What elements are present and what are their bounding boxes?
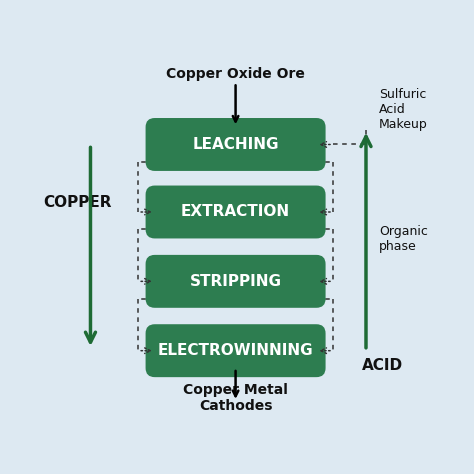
Text: EXTRACTION: EXTRACTION — [181, 204, 290, 219]
FancyBboxPatch shape — [146, 185, 326, 238]
Text: ACID: ACID — [362, 358, 403, 373]
FancyBboxPatch shape — [146, 255, 326, 308]
FancyBboxPatch shape — [146, 324, 326, 377]
Text: STRIPPING: STRIPPING — [190, 274, 282, 289]
Text: Organic
phase: Organic phase — [379, 225, 428, 254]
Text: Sulfuric
Acid
Makeup: Sulfuric Acid Makeup — [379, 88, 428, 131]
Text: LEACHING: LEACHING — [192, 137, 279, 152]
Text: COPPER: COPPER — [43, 195, 112, 210]
Text: Copper Metal
Cathodes: Copper Metal Cathodes — [183, 383, 288, 413]
Text: Copper Oxide Ore: Copper Oxide Ore — [166, 67, 305, 81]
Text: ELECTROWINNING: ELECTROWINNING — [158, 343, 313, 358]
FancyBboxPatch shape — [146, 118, 326, 171]
